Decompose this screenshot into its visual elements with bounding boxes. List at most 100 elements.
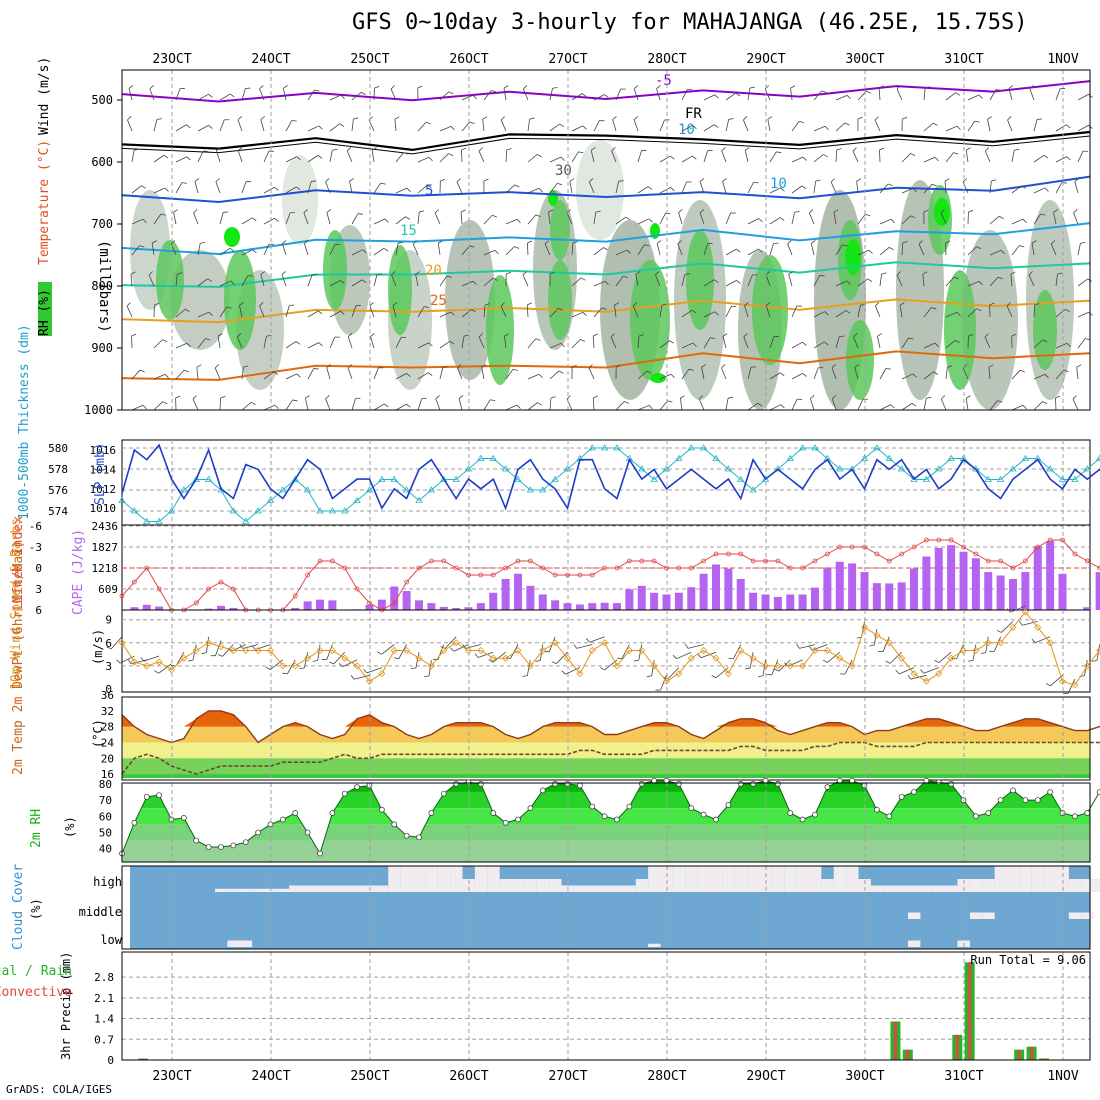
wind-barb-upper-21-flag (162, 401, 168, 405)
cloud-high-cell-24 (413, 866, 426, 892)
thickness-point-24 (415, 496, 423, 503)
wind-barb-upper-343-flag (823, 154, 828, 158)
lifted-index-point-19 (354, 586, 360, 592)
wind-barb-upper-447 (1006, 305, 1013, 318)
wind-speed-line (121, 611, 1100, 686)
wind-speed-point-9 (229, 646, 237, 655)
wind-barb-upper-12 (153, 119, 158, 132)
wind-barb-upper-261-flag (638, 334, 644, 337)
wind-barb-10m-74 (1022, 621, 1038, 626)
wind-barb-upper-36 (194, 181, 199, 194)
rh-moist-core-11 (846, 320, 874, 400)
wind-barb-upper-207-flag (538, 373, 543, 379)
rh-point-57 (824, 784, 831, 790)
wind-barb-upper-112-flag (346, 147, 352, 152)
cloud-high-cell-33 (524, 879, 537, 892)
wind-barb-upper-38-flag (200, 241, 206, 244)
wind-barb-upper-358 (835, 280, 848, 287)
wind-barb-upper-235 (593, 212, 597, 225)
wind-barb-upper-313 (747, 248, 759, 256)
thickness-point-53 (774, 465, 782, 472)
wind-barb-upper-353 (835, 122, 846, 132)
wind-barb-10m-9 (222, 644, 234, 657)
rh-point-52 (762, 777, 769, 784)
rh-point-1 (131, 819, 138, 826)
wind-barb-upper-148 (412, 243, 419, 256)
wind-barb-upper-103 (326, 212, 331, 225)
wind-speed-point-55 (799, 662, 807, 670)
wind-barb-upper-445-flag (1019, 245, 1025, 248)
contour-label-7: 25 (430, 293, 447, 309)
upper-air-frame (121, 69, 1091, 411)
rh-point-41 (626, 803, 633, 810)
wind-barb-upper-84 (285, 305, 290, 318)
wind-barb-upper-181 (483, 249, 496, 256)
wind-barb-upper-342 (813, 125, 826, 132)
wind-barb-upper-15 (153, 213, 162, 225)
wind-barb-upper-344-flag (815, 179, 821, 182)
rh-shading-5 (445, 220, 495, 380)
wind-barb-10m-77 (1067, 678, 1076, 694)
wind-barb-upper-323-flag (779, 217, 785, 221)
wind-barb-upper-255 (637, 150, 642, 163)
wind-barb-upper-284 (681, 368, 690, 380)
cloud-high-cell-15 (301, 885, 315, 892)
wind-barb-upper-331-flag (798, 120, 805, 124)
wind-barb-10m-20-flag (350, 674, 355, 680)
lifted-index-point-55 (800, 565, 806, 571)
wind-barb-upper-282-flag (691, 309, 697, 314)
lifted-index-point-14 (292, 593, 298, 599)
wind-barb-upper-23 (175, 124, 187, 132)
cape-bar-58 (835, 561, 844, 610)
cape-bar-72 (1009, 578, 1017, 610)
thickness-point-63 (897, 465, 906, 472)
precip-tick-0.7: 0.7 (94, 1033, 114, 1046)
wind-barb-upper-400-flag (923, 209, 929, 213)
wind-barb-upper-64 (241, 367, 244, 380)
wind-barb-upper-338 (791, 341, 803, 349)
wind-barb-upper-99-flag (340, 94, 345, 99)
thickness-point-39 (600, 444, 609, 451)
wind-barb-upper-239 (592, 335, 595, 349)
wind-barb-upper-200 (527, 154, 538, 163)
lifted-index-point-68 (961, 544, 966, 550)
wind-barb-upper-346 (810, 243, 815, 256)
thickness-point-6 (192, 475, 200, 482)
cloud-high-cell-42 (635, 879, 649, 892)
rh-2m-label: 2m RH (29, 809, 44, 848)
wind-barb-10m-72-flag (996, 629, 1002, 633)
thickness-point-71 (996, 475, 1005, 482)
wind-barb-upper-369-flag (867, 278, 873, 282)
wind-barb-10m-38-flag (573, 644, 578, 649)
wind-barb-upper-213-flag (548, 209, 554, 213)
wind-speed-point-8 (217, 643, 225, 651)
wind-barb-upper-392 (899, 305, 903, 318)
wind-barb-10m-64 (899, 667, 915, 675)
wind-barb-upper-247 (615, 249, 628, 256)
cape-bar-48 (712, 564, 720, 610)
wind-tick-0: 0 (105, 683, 112, 696)
wind-barb-upper-101 (329, 150, 333, 163)
wind-speed-point-65 (922, 677, 930, 685)
lifted-index-point-29 (478, 572, 484, 578)
wind-barb-upper-326 (765, 305, 771, 318)
wind-speed-point-72 (1009, 623, 1017, 631)
lifted-index-label: Lifted Index (11, 516, 26, 610)
contour-5-2 (121, 175, 1091, 204)
wind-barb-10m-76 (1050, 674, 1063, 687)
wind-speed-point-42 (638, 646, 646, 655)
wind-barb-upper-267 (659, 187, 671, 194)
cloud-high-cell-35 (549, 879, 562, 892)
thickness-point-15 (303, 486, 312, 493)
rh-point-65 (923, 777, 930, 784)
thickness-tick-578: 578 (48, 463, 68, 476)
wind-speed-point-50 (737, 646, 745, 655)
wind-barb-upper-225-flag (572, 241, 578, 244)
wind-barb-upper-196-flag (512, 368, 518, 371)
cloud-high-cell-69 (969, 879, 983, 892)
wind-barb-10m-13 (269, 659, 284, 670)
wind-barb-upper-10-flag (142, 404, 147, 410)
cloud-high-cell-54 (784, 866, 797, 892)
wind-barb-upper-233-flag (590, 147, 596, 151)
contour-10-3 (121, 222, 1091, 256)
